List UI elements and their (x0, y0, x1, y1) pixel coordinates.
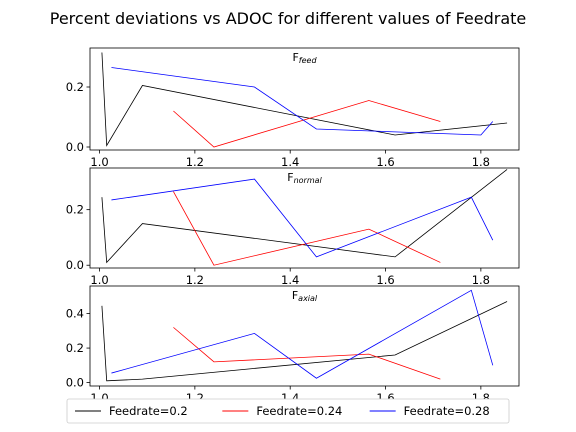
subplot-2: 1.0 1.2 1.4 1.6 1.8 0.0 0.2 Fnormal (66, 167, 520, 287)
y-tick-label: 0.0 (66, 376, 84, 390)
x-tick-label: 1.2 (186, 273, 204, 287)
y-tick-label: 0.2 (66, 80, 84, 94)
y-tick-label: 0.4 (66, 307, 84, 321)
x-tick-label: 1.0 (90, 155, 108, 169)
legend-label: Feedrate=0.28 (404, 404, 490, 418)
x-tick-label: 1.8 (472, 273, 490, 287)
series-line-3 (111, 67, 494, 136)
series-line-1 (101, 301, 508, 382)
series-group (101, 52, 508, 148)
legend-label: Feedrate=0.2 (109, 404, 188, 418)
series-line-1 (101, 52, 508, 147)
y-tick-label: 0.2 (66, 341, 84, 355)
y-tick-label: 0.2 (66, 203, 84, 217)
series-line-2 (173, 327, 441, 380)
series-line-2 (173, 100, 441, 148)
subplot-1: 1.0 1.2 1.4 1.6 1.8 0.0 0.2 Ffeed (66, 47, 520, 169)
x-tick-label: 1.0 (90, 273, 108, 287)
axes-frame (89, 47, 520, 151)
legend-frame (66, 398, 510, 424)
series-line-2 (173, 191, 441, 266)
legend-label: Feedrate=0.24 (256, 404, 342, 418)
series-group (101, 169, 508, 266)
axes-frame (89, 167, 520, 269)
x-tick-label: 1.6 (376, 155, 394, 169)
x-tick-label: 1.6 (376, 273, 394, 287)
x-tick-label: 1.4 (281, 273, 299, 287)
figure-title: Percent deviations vs ADOC for different… (50, 9, 527, 28)
y-tick-label: 0.0 (66, 258, 84, 272)
subplot-title: Faxial (292, 289, 318, 303)
subplot-title: Fnormal (287, 171, 322, 185)
y-tick-label: 0.0 (66, 140, 84, 154)
subplot-title: Ffeed (292, 51, 317, 65)
legend: Feedrate=0.2 Feedrate=0.24 Feedrate=0.28 (66, 398, 510, 424)
series-line-1 (101, 169, 508, 264)
axes-frame (89, 285, 520, 387)
series-group (101, 289, 508, 382)
x-tick-label: 1.4 (281, 155, 299, 169)
series-line-3 (111, 178, 494, 258)
x-tick-label: 1.2 (186, 155, 204, 169)
x-tick-label: 1.8 (472, 155, 490, 169)
series-line-3 (111, 289, 494, 379)
